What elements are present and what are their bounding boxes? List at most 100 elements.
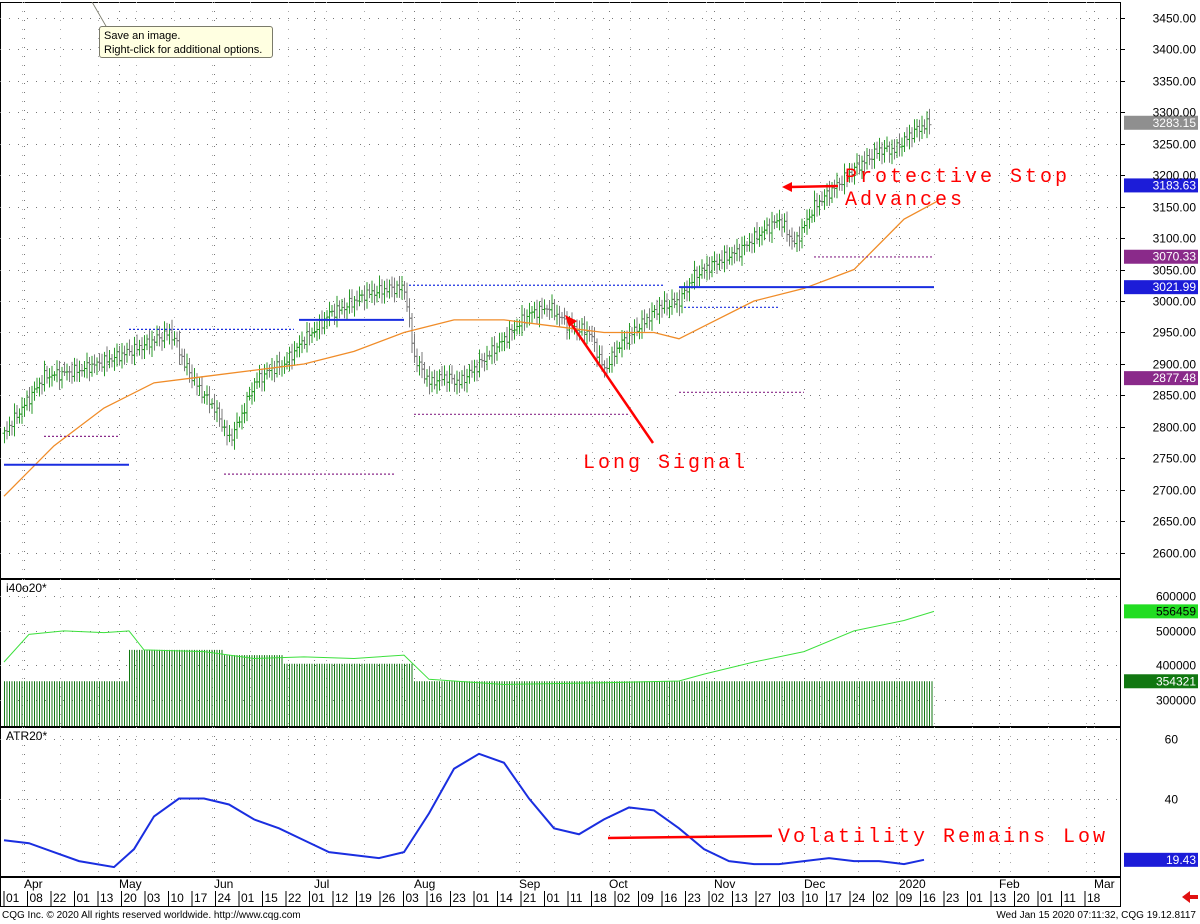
axes: 2600.00 2650.00 2700.00 2750.00 2800.00 2850.…	[0, 12, 1198, 907]
annotation-arrow-stop	[789, 184, 839, 189]
oi-tick-label: 300000	[1156, 694, 1196, 708]
day-label: 24	[218, 891, 232, 905]
day-label: 23	[453, 891, 467, 905]
price-tick-label: 2750.00	[1153, 452, 1197, 466]
day-label: 09	[641, 891, 655, 905]
annotation-advances: Advances	[845, 189, 965, 212]
price-tick-label: 3100.00	[1153, 232, 1197, 246]
atr-value-label: 19.43	[1166, 853, 1196, 867]
day-label: 12	[335, 891, 349, 905]
day-label: 11	[570, 891, 583, 905]
day-label: 16	[429, 891, 443, 905]
grid	[0, 2, 1121, 906]
atr-line	[3, 752, 925, 869]
annotation-long-signal: Long Signal	[583, 452, 748, 475]
day-label: 10	[805, 891, 819, 905]
oi-panel-title: i40o20*	[6, 581, 47, 595]
day-label: 17	[829, 891, 843, 905]
price-tick-label: 2950.00	[1153, 326, 1197, 340]
price-tick-label: 3300.00	[1153, 106, 1197, 120]
x-axis-frame	[0, 877, 1121, 907]
day-label: 13	[735, 891, 749, 905]
day-label: 20	[1017, 891, 1031, 905]
day-label: 09	[899, 891, 913, 905]
day-label: 01	[970, 891, 984, 905]
price-value-label: 3021.99	[1153, 280, 1197, 294]
price-tick-label: 3050.00	[1153, 264, 1197, 278]
annotation-line-volatility	[607, 834, 773, 840]
price-value-label-bg	[1124, 178, 1198, 193]
atr-panel: ATR20* 19.43	[3, 729, 1198, 869]
day-label: 02	[876, 891, 890, 905]
day-label: 21	[523, 891, 537, 905]
copyright-text: CQG Inc. © 2020 All rights reserved worl…	[2, 910, 301, 921]
price-panel: 3283.15 3183.63 3070.33 3021.99 2877.48	[2, 108, 1198, 497]
price-tick-label: 3200.00	[1153, 169, 1197, 183]
day-label: 11	[1064, 891, 1077, 905]
day-label: 18	[594, 891, 608, 905]
month-label: Mar	[1094, 877, 1115, 891]
price-value-label-bg	[1124, 371, 1198, 386]
day-label: 16	[923, 891, 937, 905]
annotation-volatility: Volatility Remains Low	[778, 826, 1108, 849]
oi-value-label: 556459	[1156, 604, 1196, 618]
price-tick-label: 3450.00	[1153, 12, 1197, 26]
month-label: Apr	[24, 877, 43, 891]
day-label: 01	[476, 891, 490, 905]
annotation-arrowhead-long	[565, 315, 577, 327]
price-value-label: 3070.33	[1153, 250, 1197, 264]
price-value-label: 2877.48	[1153, 371, 1197, 385]
day-label: 16	[664, 891, 678, 905]
day-label: 24	[852, 891, 866, 905]
day-label: 27	[758, 891, 772, 905]
atr-tick-label: 40	[1165, 793, 1179, 807]
oi-tick-label: 400000	[1156, 659, 1196, 673]
price-tick-label: 2900.00	[1153, 358, 1197, 372]
oi-tick-label: 600000	[1156, 590, 1196, 604]
oi-tick-label: 500000	[1156, 625, 1196, 639]
day-label: 01	[1040, 891, 1054, 905]
day-label: 13	[993, 891, 1007, 905]
day-label: 03	[406, 891, 420, 905]
price-tick-label: 3150.00	[1153, 201, 1197, 215]
month-label: Nov	[714, 877, 735, 891]
day-label: 03	[782, 891, 796, 905]
open-interest-line	[3, 610, 935, 685]
price-tick-label: 2600.00	[1153, 547, 1197, 561]
open-interest-panel: i40o20* 556459 354321	[3, 581, 1198, 726]
day-label: 14	[500, 891, 514, 905]
month-label: Dec	[804, 877, 825, 891]
price-tick-label: 3400.00	[1153, 43, 1197, 57]
atr-tick-label: 60	[1165, 733, 1179, 747]
day-label: 22	[53, 891, 67, 905]
price-tick-label: 3000.00	[1153, 295, 1197, 309]
price-value-label-bg	[1124, 115, 1198, 130]
day-label: 26	[382, 891, 396, 905]
atr-panel-title: ATR20*	[6, 729, 47, 743]
month-label: Oct	[609, 877, 628, 891]
oi-value-label-bg	[1124, 604, 1198, 619]
month-label: Jun	[214, 877, 233, 891]
tooltip-line-1: Save an image.	[104, 30, 181, 42]
price-value-label-bg	[1124, 280, 1198, 295]
moving-average-line	[3, 199, 940, 497]
day-label: 01	[6, 891, 20, 905]
annotation-arrow-long	[570, 324, 655, 444]
day-label: 18	[1087, 891, 1101, 905]
save-image-tooltip: Save an image. Right-click for additiona…	[99, 26, 273, 58]
oi-value-label-bg	[1124, 674, 1198, 689]
month-label: Sep	[519, 877, 541, 891]
price-tick-label: 2700.00	[1153, 484, 1197, 498]
day-label: 03	[147, 891, 161, 905]
day-label: 02	[711, 891, 725, 905]
day-label: 01	[77, 891, 91, 905]
annotation-arrowhead-stop	[782, 182, 792, 192]
month-label: Feb	[999, 877, 1020, 891]
day-label: 01	[241, 891, 255, 905]
month-label: May	[119, 877, 142, 891]
price-tick-label: 2850.00	[1153, 389, 1197, 403]
month-label: Aug	[414, 877, 435, 891]
timestamp-text: Wed Jan 15 2020 07:11:32, CQG 19.12.8117	[996, 910, 1196, 921]
